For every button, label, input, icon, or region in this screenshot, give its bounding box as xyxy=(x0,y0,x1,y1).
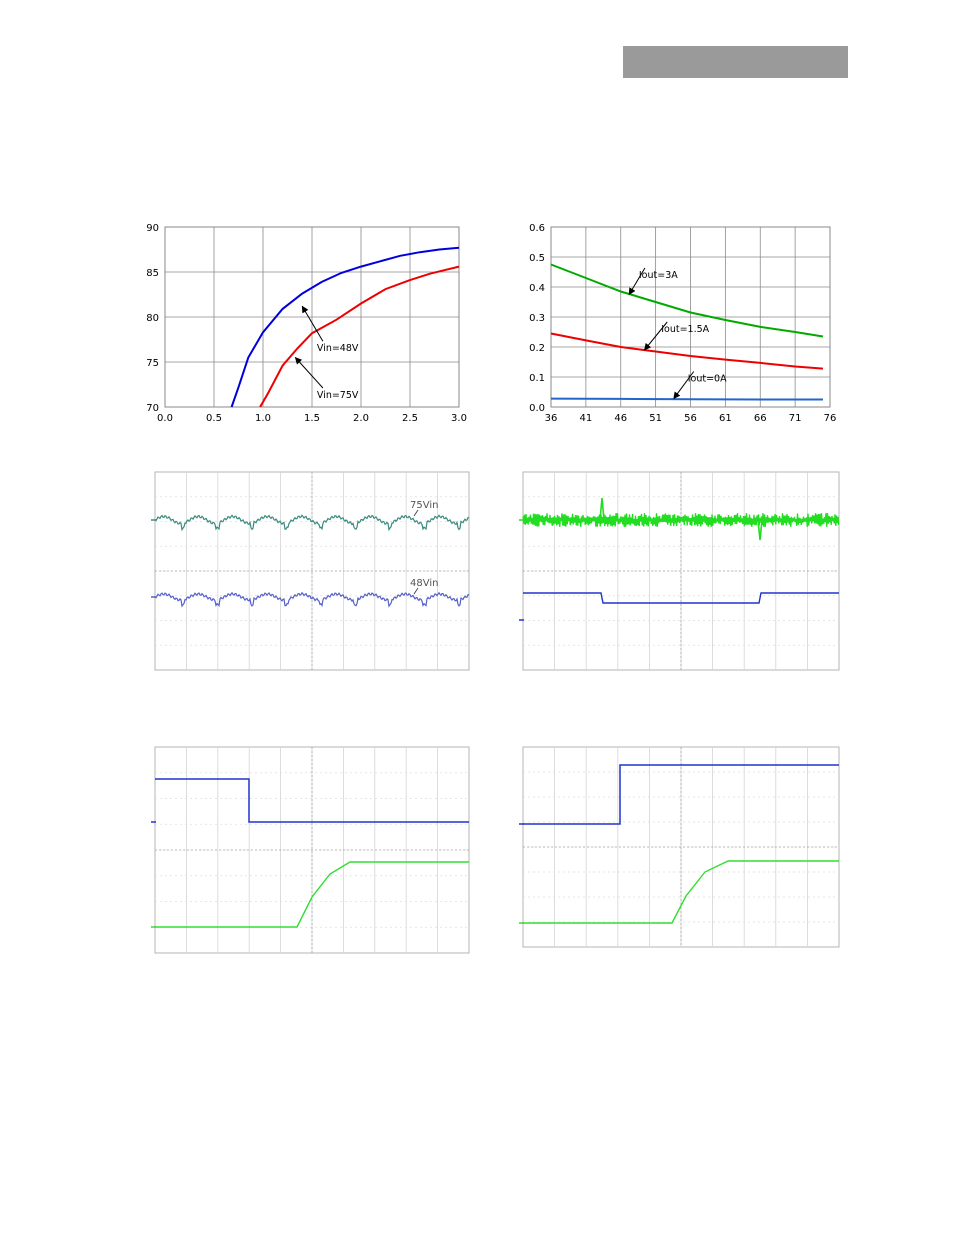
x-tick-label: 71 xyxy=(789,413,802,424)
x-tick-label: 1.5 xyxy=(304,413,320,424)
x-tick-label: 1.0 xyxy=(255,413,271,424)
y-tick-label: 70 xyxy=(146,403,159,414)
y-tick-label: 0.4 xyxy=(529,283,545,294)
annotation-label: Iout=3A xyxy=(639,270,678,281)
x-tick-label: 76 xyxy=(824,413,837,424)
trace-label: 48Vin xyxy=(410,578,438,589)
y-tick-label: 0.0 xyxy=(529,403,545,414)
x-tick-label: 56 xyxy=(684,413,697,424)
annotation-label: Iout=0A xyxy=(688,374,727,385)
x-tick-label: 3.0 xyxy=(451,413,467,424)
y-tick-label: 85 xyxy=(146,268,159,279)
y-tick-label: 80 xyxy=(146,313,159,324)
x-tick-label: 66 xyxy=(754,413,767,424)
scope-load-step xyxy=(519,472,839,670)
series-line-iout-0a xyxy=(551,399,823,400)
x-tick-label: 36 xyxy=(545,413,558,424)
x-tick-label: 41 xyxy=(580,413,593,424)
y-tick-label: 0.1 xyxy=(529,373,545,384)
y-tick-label: 90 xyxy=(146,223,159,234)
scope-turn-on-1 xyxy=(151,747,469,953)
annotation-label: Vin=75V xyxy=(317,390,359,401)
x-tick-label: 2.0 xyxy=(353,413,369,424)
scope-turn-on-2 xyxy=(519,747,839,947)
x-tick-label: 61 xyxy=(719,413,732,424)
chart-efficiency: 0.0 0.5 1.0 1.5 2.0 2.5 3.0 70 75 80 85 90 Vin=48V Vi… xyxy=(146,223,467,424)
annotation-label: Vin=48V xyxy=(317,343,359,354)
y-tick-label: 0.5 xyxy=(529,253,545,264)
chart-power-dissipation: 36 41 46 51 56 61 66 71 76 0.0 0.1 0.2 0.3 0.4 0.5 0.6 I… xyxy=(529,223,836,424)
trace-label: 75Vin xyxy=(410,500,438,511)
scope-ripple: 75Vin 48Vin xyxy=(151,472,469,670)
x-tick-label: 46 xyxy=(614,413,627,424)
y-tick-label: 0.3 xyxy=(529,313,545,324)
annotation-label: Iout=1.5A xyxy=(661,324,709,335)
y-tick-label: 0.6 xyxy=(529,223,545,234)
x-tick-label: 0.5 xyxy=(206,413,222,424)
y-tick-label: 0.2 xyxy=(529,343,545,354)
x-tick-label: 0.0 xyxy=(157,413,173,424)
x-tick-label: 2.5 xyxy=(402,413,418,424)
y-tick-label: 75 xyxy=(146,358,159,369)
x-tick-label: 51 xyxy=(649,413,662,424)
